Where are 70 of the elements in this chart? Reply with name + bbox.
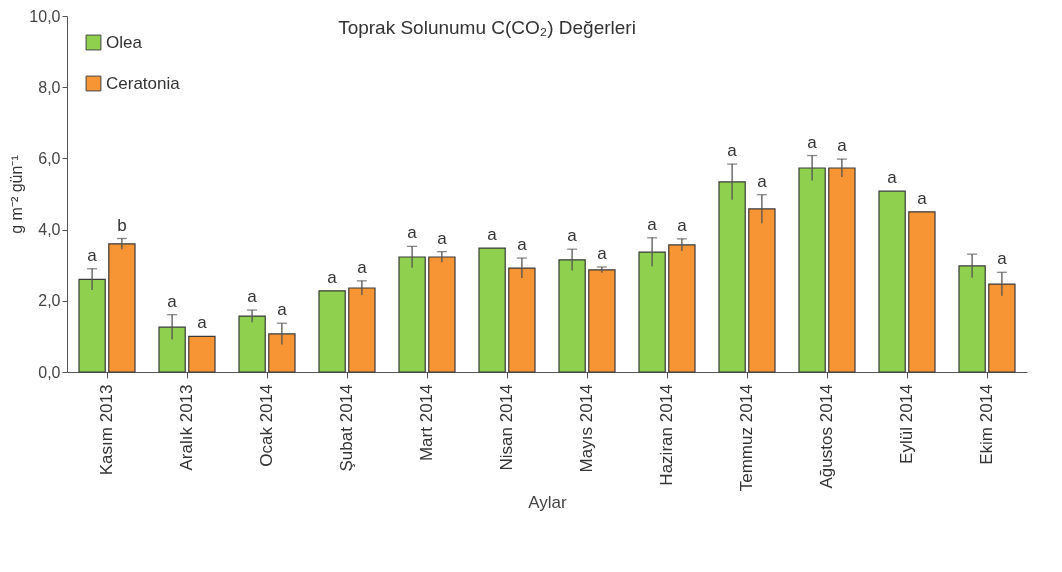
- data-label: a: [437, 228, 448, 248]
- bar: [748, 208, 776, 373]
- y-tick-label: 4,0: [38, 221, 61, 239]
- bar: [988, 283, 1016, 373]
- data-label: a: [727, 141, 738, 161]
- bar: [78, 278, 106, 373]
- x-tick-label: Kasım 2013: [97, 384, 116, 476]
- x-tick-label: Ocak 2014: [257, 384, 276, 467]
- data-label: a: [677, 215, 688, 235]
- bar: [398, 256, 426, 373]
- x-tick-label: Ekim 2014: [977, 384, 996, 465]
- bar: [908, 211, 936, 373]
- y-axis-title: g m⁻² gün⁻¹: [8, 155, 26, 234]
- bar: [878, 190, 906, 373]
- bar: [558, 259, 586, 373]
- bar: [508, 267, 536, 373]
- data-label: b: [117, 215, 127, 235]
- legend-label: Olea: [106, 32, 143, 52]
- data-label: a: [807, 132, 818, 152]
- y-tick-label: 8,0: [38, 78, 61, 96]
- data-label: a: [357, 257, 368, 277]
- bar: [318, 290, 346, 373]
- x-tick-label: Nisan 2014: [497, 384, 516, 471]
- x-tick-label: Ağustos 2014: [817, 384, 836, 489]
- x-tick-label: Eylül 2014: [897, 384, 916, 464]
- x-tick-label: Temmuz 2014: [737, 384, 756, 492]
- bar: [718, 181, 746, 373]
- data-label: a: [917, 188, 928, 208]
- bar: [238, 315, 266, 373]
- data-label: a: [87, 245, 98, 265]
- data-label: a: [327, 267, 338, 287]
- bar: [188, 335, 216, 373]
- bar: [668, 244, 696, 373]
- bar: [108, 243, 136, 373]
- data-label: a: [597, 243, 608, 263]
- data-label: a: [247, 287, 258, 307]
- data-label: a: [647, 214, 658, 234]
- x-tick-label: Mart 2014: [417, 384, 436, 462]
- x-tick-label: Haziran 2014: [657, 384, 676, 486]
- data-label: a: [487, 225, 498, 245]
- x-tick-label: Şubat 2014: [337, 384, 356, 472]
- bar: [958, 265, 986, 373]
- bar: [828, 167, 856, 373]
- bar: [268, 333, 296, 373]
- data-label: a: [567, 226, 578, 246]
- bar: [348, 287, 376, 373]
- data-label: a: [407, 223, 418, 243]
- bar: [428, 256, 456, 373]
- y-tick-label: 2,0: [38, 292, 61, 310]
- y-tick-label: 0,0: [38, 363, 61, 381]
- data-label: a: [167, 291, 178, 311]
- y-tick-label: 10,0: [29, 7, 61, 25]
- x-tick-label: Mayıs 2014: [577, 384, 596, 473]
- bar: [158, 326, 186, 373]
- bar: [798, 167, 826, 373]
- bar: [638, 251, 666, 373]
- data-label: a: [837, 136, 848, 156]
- x-axis-title: Aylar: [528, 493, 568, 513]
- data-label: a: [757, 171, 768, 191]
- legend-label: Ceratonia: [106, 73, 181, 93]
- y-tick-label: 6,0: [38, 149, 61, 167]
- chart-title: Toprak Solunumu C(CO₂) Değerleri: [338, 17, 636, 38]
- bar: [478, 247, 506, 373]
- data-label: a: [997, 249, 1008, 269]
- data-label: a: [517, 235, 528, 255]
- data-label: a: [277, 300, 288, 320]
- x-tick-label: Aralık 2013: [177, 384, 196, 471]
- data-label: a: [887, 168, 898, 188]
- data-label: a: [197, 313, 208, 333]
- bar: [588, 269, 616, 373]
